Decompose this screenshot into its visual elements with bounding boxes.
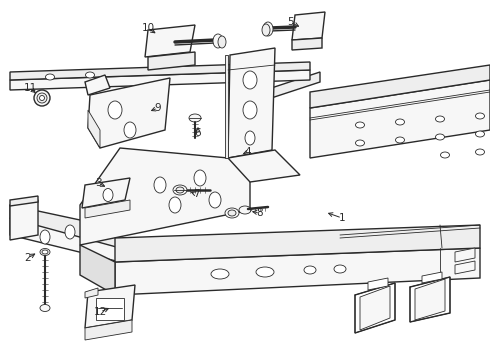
Ellipse shape	[169, 197, 181, 213]
Ellipse shape	[304, 266, 316, 274]
Polygon shape	[148, 52, 195, 70]
Polygon shape	[115, 225, 480, 262]
Polygon shape	[225, 55, 228, 158]
Ellipse shape	[395, 119, 405, 125]
Ellipse shape	[40, 95, 45, 100]
Ellipse shape	[173, 185, 187, 195]
Polygon shape	[115, 248, 480, 295]
Ellipse shape	[211, 269, 229, 279]
Polygon shape	[80, 245, 115, 295]
Ellipse shape	[40, 230, 50, 244]
Ellipse shape	[65, 225, 75, 239]
Polygon shape	[455, 248, 475, 262]
Ellipse shape	[243, 71, 257, 89]
Polygon shape	[80, 148, 250, 245]
Text: 7: 7	[193, 189, 199, 199]
Ellipse shape	[256, 267, 274, 277]
Ellipse shape	[85, 72, 95, 78]
Polygon shape	[88, 78, 170, 148]
Polygon shape	[415, 279, 445, 320]
Polygon shape	[292, 12, 325, 40]
Ellipse shape	[356, 122, 365, 128]
Ellipse shape	[209, 192, 221, 208]
Ellipse shape	[436, 134, 444, 140]
Text: 2: 2	[24, 253, 31, 263]
Polygon shape	[85, 288, 98, 298]
Polygon shape	[145, 25, 195, 57]
Ellipse shape	[34, 90, 50, 106]
Polygon shape	[10, 205, 120, 248]
Ellipse shape	[262, 24, 270, 36]
Ellipse shape	[245, 131, 255, 145]
Polygon shape	[228, 150, 300, 182]
Polygon shape	[250, 72, 320, 105]
Ellipse shape	[441, 152, 449, 158]
Ellipse shape	[124, 122, 136, 138]
Text: 8: 8	[257, 208, 263, 218]
Polygon shape	[82, 178, 130, 208]
Polygon shape	[310, 65, 490, 108]
Ellipse shape	[239, 206, 251, 214]
Ellipse shape	[46, 74, 54, 80]
Polygon shape	[292, 38, 322, 50]
Text: 4: 4	[245, 147, 251, 157]
Polygon shape	[368, 278, 388, 290]
Polygon shape	[310, 80, 490, 158]
Polygon shape	[10, 218, 120, 262]
Ellipse shape	[37, 93, 47, 103]
Ellipse shape	[475, 131, 485, 137]
Polygon shape	[85, 320, 132, 340]
Polygon shape	[410, 277, 450, 322]
Ellipse shape	[40, 305, 50, 311]
Polygon shape	[85, 75, 110, 95]
Polygon shape	[10, 200, 38, 240]
Ellipse shape	[356, 140, 365, 146]
Ellipse shape	[334, 265, 346, 273]
Text: 11: 11	[24, 83, 37, 93]
Polygon shape	[85, 285, 135, 328]
Ellipse shape	[213, 34, 223, 48]
Ellipse shape	[194, 170, 206, 186]
Ellipse shape	[228, 210, 236, 216]
Text: 12: 12	[94, 307, 107, 317]
Ellipse shape	[263, 22, 273, 36]
Polygon shape	[10, 196, 38, 206]
Bar	[96, 298, 124, 320]
Text: 3: 3	[95, 178, 101, 188]
Ellipse shape	[108, 101, 122, 119]
Text: 5: 5	[287, 17, 294, 27]
Ellipse shape	[218, 36, 226, 48]
Text: 1: 1	[339, 213, 345, 223]
Polygon shape	[360, 286, 390, 330]
Ellipse shape	[395, 137, 405, 143]
Polygon shape	[10, 62, 310, 80]
Polygon shape	[355, 283, 395, 333]
Polygon shape	[228, 48, 275, 158]
Ellipse shape	[189, 114, 201, 122]
Ellipse shape	[475, 149, 485, 155]
Ellipse shape	[103, 189, 113, 202]
Ellipse shape	[475, 113, 485, 119]
Text: 9: 9	[155, 103, 161, 113]
Text: 10: 10	[142, 23, 154, 33]
Ellipse shape	[40, 248, 50, 256]
Polygon shape	[455, 261, 475, 274]
Ellipse shape	[436, 116, 444, 122]
Ellipse shape	[176, 187, 184, 193]
Ellipse shape	[154, 177, 166, 193]
Ellipse shape	[243, 101, 257, 119]
Ellipse shape	[42, 250, 48, 254]
Polygon shape	[85, 200, 130, 218]
Polygon shape	[10, 70, 310, 90]
Ellipse shape	[225, 208, 239, 218]
Polygon shape	[422, 272, 442, 283]
Polygon shape	[88, 110, 100, 148]
Text: 6: 6	[195, 128, 201, 138]
